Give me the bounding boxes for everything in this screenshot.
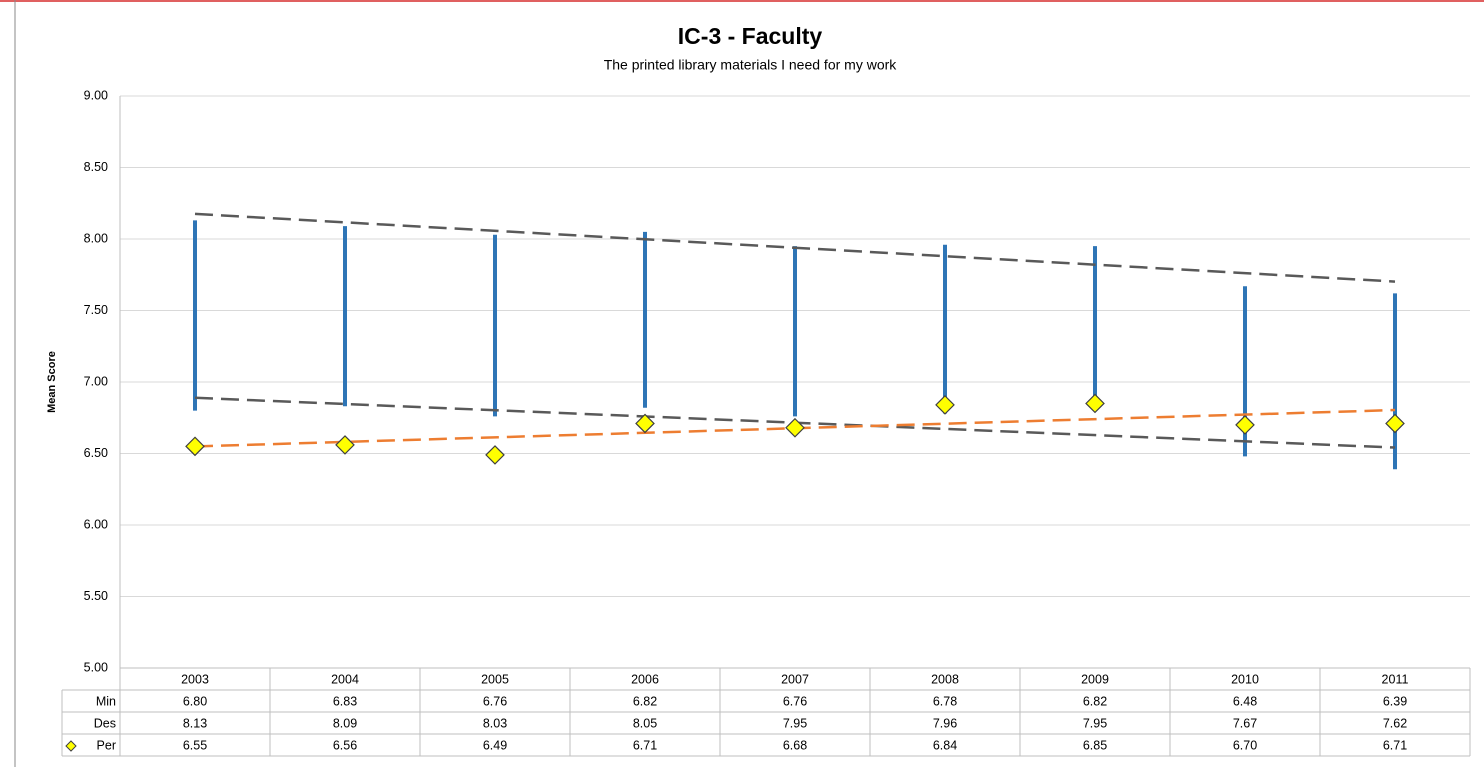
legend-label: Min (96, 694, 116, 708)
data-label: 6.76 (483, 694, 507, 708)
data-label: 6.82 (1083, 694, 1107, 708)
data-point (185, 436, 205, 457)
data-label: 7.62 (1383, 716, 1407, 730)
y-tick-label: 9.00 (84, 88, 108, 102)
y-tick-label: 6.50 (84, 446, 108, 460)
chart-subtitle: The printed library materials I need for… (604, 57, 898, 73)
data-label: 6.85 (1083, 738, 1107, 752)
data-label: 6.71 (633, 738, 657, 752)
x-tick-label: 2006 (631, 672, 659, 686)
data-label: 6.82 (633, 694, 657, 708)
data-point (1235, 415, 1255, 435)
x-tick-label: 2004 (331, 672, 359, 686)
data-point (1385, 413, 1405, 434)
x-tick-label: 2009 (1081, 672, 1109, 686)
data-label: 7.67 (1233, 716, 1257, 730)
y-tick-label: 8.50 (84, 160, 108, 174)
data-label: 6.84 (933, 738, 957, 752)
y-tick-label: 6.00 (84, 517, 108, 531)
y-tick-label: 8.00 (84, 231, 108, 245)
data-label: 8.13 (183, 716, 207, 730)
y-tick-label: 5.00 (84, 660, 108, 674)
x-tick-label: 2008 (931, 672, 959, 686)
x-tick-label: 2011 (1382, 672, 1409, 686)
data-point (1085, 393, 1105, 414)
y-tick-label: 7.50 (84, 303, 108, 317)
data-label: 6.80 (183, 694, 207, 708)
data-label: 7.96 (933, 716, 957, 730)
data-label: 7.95 (1083, 716, 1107, 730)
legend-label: Des (94, 716, 116, 730)
data-label: 6.48 (1233, 694, 1257, 708)
data-point (335, 435, 355, 455)
y-tick-label: 7.00 (84, 374, 108, 388)
y-axis-label: Mean Score (46, 351, 58, 413)
data-point (635, 413, 655, 434)
data-label: 6.49 (483, 738, 507, 752)
data-label: 6.76 (783, 694, 807, 708)
data-label: 8.03 (483, 716, 507, 730)
trendline (194, 212, 1396, 283)
data-label: 6.68 (783, 738, 807, 752)
x-tick-label: 2005 (481, 672, 509, 686)
legend-label: Per (97, 738, 116, 752)
data-label: 6.55 (183, 738, 207, 752)
data-label: 6.39 (1383, 694, 1407, 708)
chart-title: IC-3 - Faculty (678, 23, 823, 49)
data-point (785, 417, 805, 438)
x-tick-label: 2007 (781, 672, 809, 686)
data-label: 7.95 (783, 716, 807, 730)
data-label: 6.56 (333, 738, 357, 752)
data-label: 6.83 (333, 694, 357, 708)
data-label: 6.70 (1233, 738, 1257, 752)
data-point (485, 445, 505, 465)
data-label: 8.05 (633, 716, 657, 730)
data-label: 6.78 (933, 694, 957, 708)
x-tick-label: 2010 (1231, 672, 1259, 686)
x-tick-label: 2003 (181, 672, 209, 686)
legend-marker (65, 740, 77, 752)
data-label: 6.71 (1383, 738, 1407, 752)
data-label: 8.09 (333, 716, 357, 730)
y-tick-label: 5.50 (84, 589, 108, 603)
data-point (935, 395, 955, 415)
